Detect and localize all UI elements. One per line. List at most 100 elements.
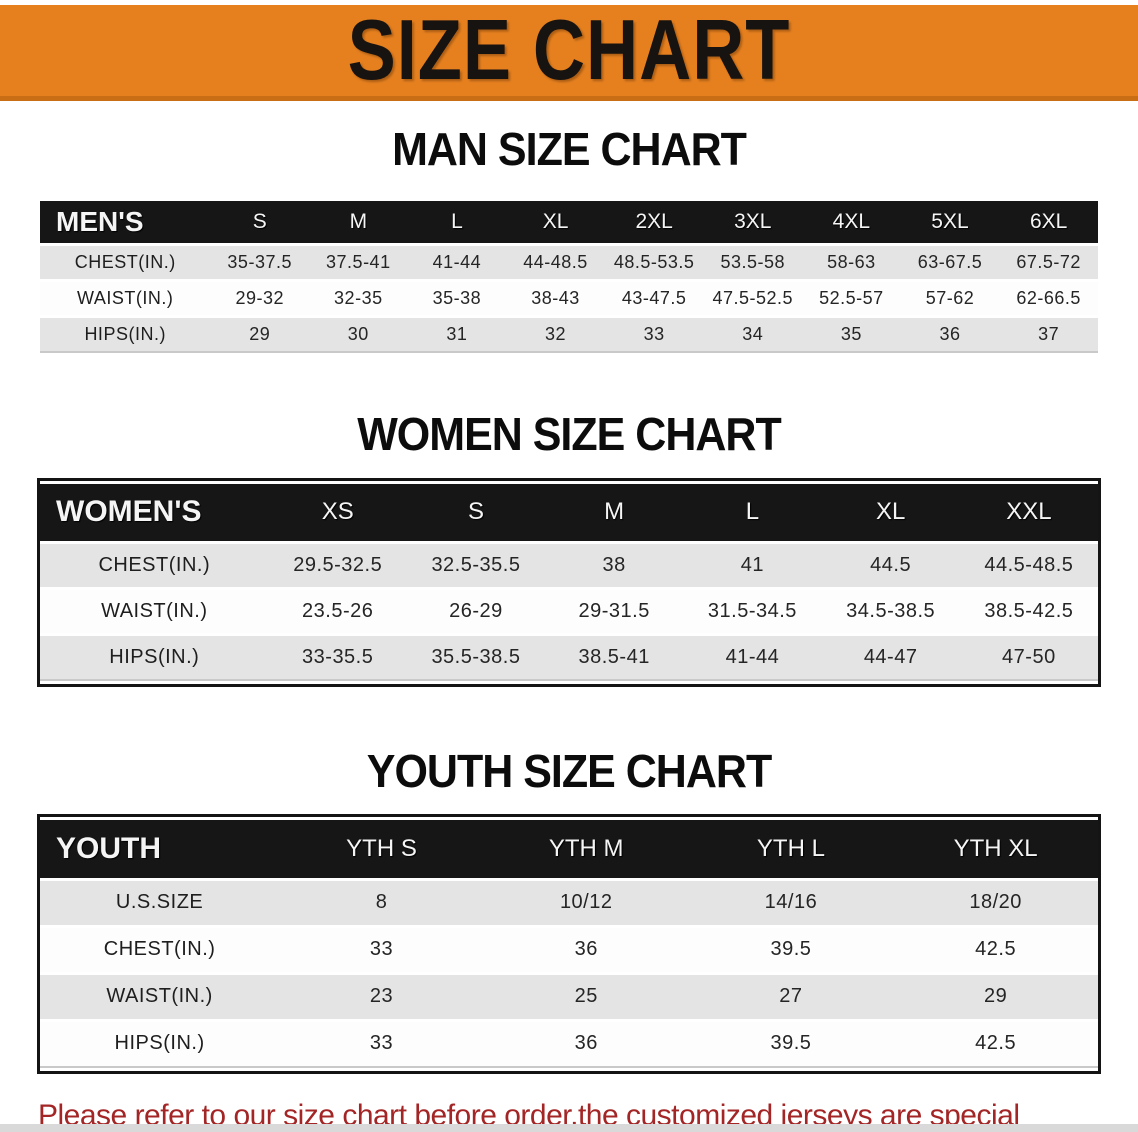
measurement-value: 38: [545, 543, 684, 587]
measurement-value: 36: [900, 318, 1000, 354]
youth-size-table: YOUTH YTH S YTH M YTH L YTH XL U.S.SIZE 8 10/12…: [37, 813, 1101, 1074]
measurement-value: 33: [279, 927, 484, 972]
size-column-header: XL: [821, 483, 960, 541]
measurement-label: WAIST(IN.): [40, 974, 280, 1019]
size-column-header: 3XL: [703, 201, 803, 244]
measurement-value: 33-35.5: [268, 635, 407, 681]
measurement-value: 38.5-42.5: [959, 589, 1098, 633]
women-section-heading: WOMEN SIZE CHART: [357, 409, 782, 462]
measurement-value: 32.5-35.5: [406, 543, 546, 587]
measurement-row: WAIST(IN.) 23.5-26 26-29 29-31.5 31.5-34.5 34…: [40, 589, 1098, 633]
men-size-table: MEN'S S M L XL 2XL 3XL 4XL 5XL 6XL CHEST(IN.) 35-37…: [40, 198, 1098, 356]
measurement-value: 37: [999, 318, 1098, 354]
size-column-header: XXL: [959, 483, 1098, 541]
size-table: MEN'S S M L XL 2XL 3XL 4XL 5XL 6XL CHEST(IN.) 35-37…: [40, 198, 1098, 356]
measurement-value: 36: [483, 1021, 689, 1068]
measurement-label: U.S.SIZE: [40, 880, 280, 925]
measurement-value: 62-66.5: [999, 282, 1098, 316]
measurement-label: HIPS(IN.): [40, 1021, 280, 1068]
measurement-value: 35.5-38.5: [406, 635, 546, 681]
size-table-header-row: YOUTH YTH S YTH M YTH L YTH XL: [40, 819, 1098, 878]
size-column-header: 2XL: [604, 201, 704, 244]
size-column-header: M: [309, 201, 408, 244]
measurement-value: 14/16: [688, 880, 894, 925]
measurement-value: 41-44: [683, 635, 822, 681]
measurement-value: 57-62: [900, 282, 1000, 316]
table-title-cell: WOMEN'S: [40, 483, 269, 541]
size-table-header-row: MEN'S S M L XL 2XL 3XL 4XL 5XL 6XL: [40, 201, 1098, 244]
measurement-value: 38.5-41: [545, 635, 684, 681]
measurement-value: 25: [483, 974, 689, 1019]
measurement-value: 67.5-72: [999, 246, 1098, 280]
size-column-header: 6XL: [999, 201, 1098, 244]
measurement-label: CHEST(IN.): [40, 246, 211, 280]
size-column-header: 5XL: [900, 201, 1000, 244]
women-size-table: WOMEN'S XS S M L XL XXL CHEST(IN.) 29.5-32.5 32.5…: [37, 477, 1101, 687]
measurement-row: CHEST(IN.) 29.5-32.5 32.5-35.5 38 41 44.5 44.5…: [40, 543, 1098, 587]
measurement-value: 39.5: [688, 1021, 894, 1068]
measurement-value: 42.5: [893, 1021, 1098, 1068]
measurement-label: WAIST(IN.): [40, 282, 211, 316]
measurement-label: HIPS(IN.): [40, 318, 211, 354]
size-table: WOMEN'S XS S M L XL XXL CHEST(IN.) 29.5-32.5 32.5…: [40, 481, 1098, 684]
measurement-value: 27: [688, 974, 894, 1019]
size-table-header-row: WOMEN'S XS S M L XL XXL: [40, 483, 1098, 541]
measurement-value: 34.5-38.5: [821, 589, 960, 633]
measurement-row: U.S.SIZE 8 10/12 14/16 18/20: [40, 880, 1098, 925]
measurement-row: CHEST(IN.) 35-37.5 37.5-41 41-44 44-48.5 48.5…: [40, 246, 1098, 280]
measurement-label: WAIST(IN.): [40, 589, 269, 633]
measurement-value: 58-63: [802, 246, 901, 280]
size-column-header: YTH L: [688, 819, 894, 878]
size-column-header: S: [406, 483, 546, 541]
measurement-value: 29-31.5: [545, 589, 684, 633]
size-column-header: S: [210, 201, 310, 244]
youth-size-section: YOUTH SIZE CHART YOUTH YTH S YTH M YTH L YTH…: [0, 745, 1138, 1074]
measurement-value: 48.5-53.5: [604, 246, 704, 280]
measurement-value: 43-47.5: [604, 282, 704, 316]
table-title-cell: MEN'S: [40, 201, 211, 244]
measurement-value: 33: [279, 1021, 484, 1068]
measurement-row: HIPS(IN.) 29 30 31 32 33 34 35 36 37: [40, 318, 1098, 354]
measurement-value: 39.5: [688, 927, 894, 972]
measurement-value: 35-37.5: [210, 246, 310, 280]
measurement-value: 32-35: [309, 282, 408, 316]
size-chart-banner: SIZE CHART: [0, 5, 1138, 101]
measurement-value: 32: [506, 318, 605, 354]
measurement-row: WAIST(IN.) 23 25 27 29: [40, 974, 1098, 1019]
measurement-value: 53.5-58: [703, 246, 803, 280]
measurement-value: 31.5-34.5: [683, 589, 822, 633]
size-column-header: L: [683, 483, 822, 541]
size-column-header: YTH S: [279, 819, 484, 878]
measurement-value: 42.5: [893, 927, 1098, 972]
men-size-section: MAN SIZE CHART MEN'S S M L XL 2XL 3XL 4XL 5XL 6XL…: [0, 124, 1138, 356]
banner-title: SIZE CHART: [347, 2, 791, 98]
women-size-section: WOMEN SIZE CHART WOMEN'S XS S M L XL XXL CHEST(…: [0, 409, 1138, 687]
measurement-label: CHEST(IN.): [40, 543, 269, 587]
youth-section-heading: YOUTH SIZE CHART: [366, 745, 772, 798]
measurement-value: 18/20: [893, 880, 1098, 925]
measurement-value: 30: [309, 318, 408, 354]
measurement-value: 63-67.5: [900, 246, 1000, 280]
measurement-value: 44-47: [821, 635, 960, 681]
men-section-heading: MAN SIZE CHART: [392, 124, 747, 176]
size-column-header: L: [407, 201, 507, 244]
measurement-value: 47.5-52.5: [703, 282, 803, 316]
measurement-value: 41-44: [407, 246, 507, 280]
measurement-value: 29.5-32.5: [268, 543, 407, 587]
size-column-header: 4XL: [802, 201, 901, 244]
size-column-header: XS: [268, 483, 407, 541]
measurement-value: 31: [407, 318, 507, 354]
measurement-value: 47-50: [959, 635, 1098, 681]
size-column-header: M: [545, 483, 684, 541]
size-column-header: YTH XL: [893, 819, 1098, 878]
measurement-label: HIPS(IN.): [40, 635, 269, 681]
measurement-value: 35: [802, 318, 901, 354]
measurement-value: 8: [279, 880, 484, 925]
measurement-value: 52.5-57: [802, 282, 901, 316]
measurement-value: 44.5: [821, 543, 960, 587]
size-column-header: YTH M: [483, 819, 689, 878]
measurement-value: 34: [703, 318, 803, 354]
measurement-value: 23.5-26: [268, 589, 407, 633]
measurement-value: 44-48.5: [506, 246, 605, 280]
